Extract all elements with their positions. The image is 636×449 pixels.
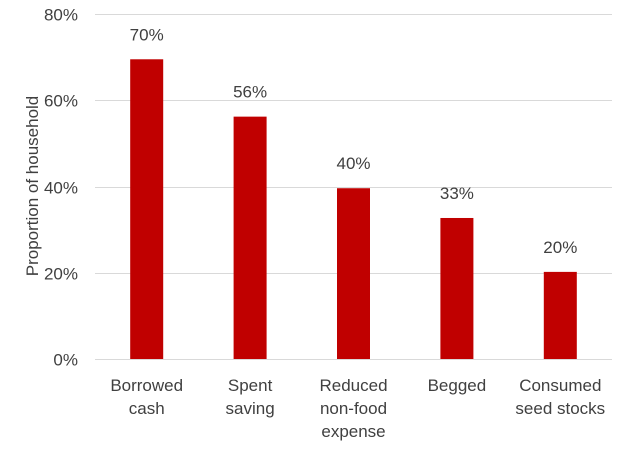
data-label: 20%	[543, 238, 577, 257]
data-label: 40%	[336, 154, 370, 173]
category-label: Reduced non-food expense	[319, 376, 387, 441]
y-axis-title: Proportion of household	[23, 96, 42, 277]
y-axis-ticks: 0% 20% 40% 60% 80%	[44, 6, 78, 370]
category-label: Consumed seed stocks	[515, 376, 605, 418]
bar	[337, 188, 370, 359]
data-labels: 70% 56% 40% 33% 20%	[130, 25, 578, 257]
category-label: Borrowed cash	[110, 376, 183, 418]
y-tick-label: 20%	[44, 265, 78, 284]
gridlines	[95, 14, 612, 360]
bars	[130, 59, 577, 359]
bar	[440, 217, 474, 359]
x-axis-categories: Borrowed cash Spent saving Reduced non-food ex…	[110, 376, 605, 441]
y-tick-label: 0%	[53, 351, 78, 370]
category-label: Begged	[428, 376, 487, 395]
y-tick-label: 40%	[44, 179, 78, 198]
bar	[130, 59, 164, 359]
data-label: 70%	[130, 25, 164, 44]
bar	[233, 116, 267, 359]
y-tick-label: 60%	[44, 92, 78, 111]
data-label: 33%	[440, 184, 474, 203]
y-tick-label: 80%	[44, 6, 78, 25]
category-label: Spent saving	[226, 376, 275, 418]
data-label: 56%	[233, 83, 267, 102]
bar	[543, 271, 577, 359]
